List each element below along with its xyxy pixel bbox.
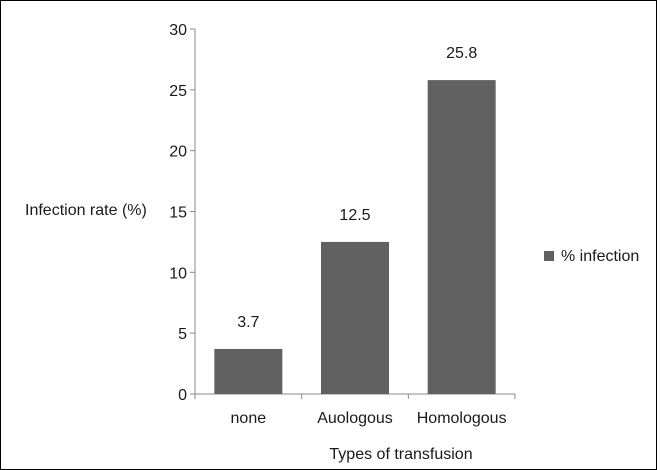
bars (214, 80, 496, 394)
y-tick-label: 5 (178, 326, 187, 343)
data-labels: 3.7 12.5 25.8 (237, 45, 477, 331)
x-tick-label: none (231, 410, 267, 427)
bar (214, 348, 283, 394)
x-tick-label: Homologous (417, 410, 507, 427)
y-axis-title: Infection rate (%) (25, 202, 147, 219)
data-label: 25.8 (446, 45, 477, 62)
y-tick-label: 25 (169, 83, 187, 100)
bar (321, 241, 389, 394)
legend: % infection (544, 248, 639, 265)
legend-swatch (544, 251, 554, 261)
y-axis: 0 5 10 15 20 25 30 (169, 22, 196, 404)
y-tick-label: 30 (169, 22, 187, 39)
x-axis: none Auologous Homologous (194, 393, 516, 427)
legend-label: % infection (561, 248, 639, 265)
x-tick-label: Auologous (317, 410, 393, 427)
y-tick-label: 20 (169, 144, 187, 161)
y-tick-label: 10 (169, 265, 187, 282)
data-label: 12.5 (339, 207, 370, 224)
y-tick-label: 0 (178, 387, 187, 404)
data-label: 3.7 (237, 314, 259, 331)
y-tick-label: 15 (169, 205, 187, 222)
bar (427, 80, 496, 394)
x-axis-title: Types of transfusion (329, 446, 472, 463)
